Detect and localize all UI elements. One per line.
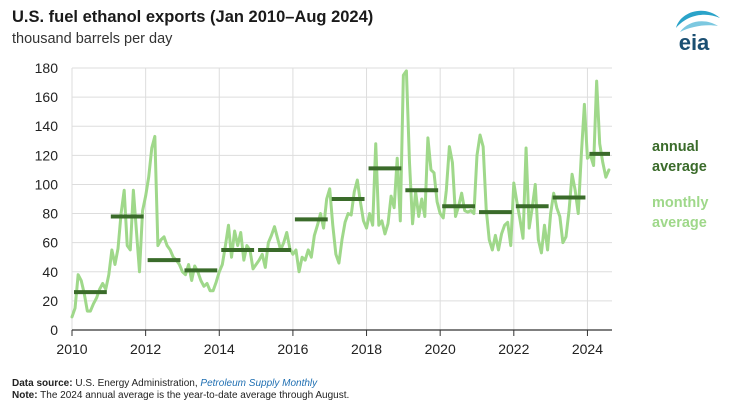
- y-tick-label: 140: [35, 118, 59, 134]
- x-tick-label: 2022: [498, 341, 529, 357]
- footer-source: Data source: U.S. Energy Administration,…: [12, 378, 349, 390]
- legend-monthly-line2: average: [652, 215, 707, 231]
- y-tick-label: 60: [42, 235, 58, 251]
- x-tick-label: 2012: [130, 341, 161, 357]
- eia-logo-text: eia: [679, 30, 710, 54]
- x-tick-label: 2020: [425, 341, 456, 357]
- y-axis: 0 20 40 60 80 100 120 140 160 180: [35, 60, 59, 338]
- x-tick-label: 2024: [572, 341, 603, 357]
- legend-annual: annual average: [652, 137, 732, 177]
- monthly-line: [70, 69, 611, 319]
- chart-subtitle: thousand barrels per day: [12, 31, 173, 47]
- y-tick-label: 120: [35, 147, 59, 163]
- y-tick-label: 160: [35, 89, 59, 105]
- footer-source-text: U.S. Energy Administration,: [75, 378, 198, 389]
- footer-source-link[interactable]: Petroleum Supply Monthly: [200, 378, 318, 389]
- x-axis: 2010 2012 2014 2016 2018 2020 2022 2024: [56, 329, 612, 357]
- x-tick-label: 2018: [351, 341, 382, 357]
- x-tick-label: 2016: [277, 341, 308, 357]
- legend-monthly-line1: monthly: [652, 195, 709, 211]
- x-tick-label: 2014: [204, 341, 235, 357]
- annual-series: [74, 151, 610, 295]
- eia-logo-icon: eia: [676, 10, 720, 54]
- legend-annual-line1: annual: [652, 139, 699, 155]
- legend-monthly: monthly average: [652, 193, 732, 233]
- y-tick-label: 0: [50, 322, 58, 338]
- footer-source-label: Data source:: [12, 378, 73, 389]
- monthly-series: [70, 69, 611, 319]
- footer-note-label: Note:: [12, 390, 38, 401]
- footer-note: Note: The 2024 annual average is the yea…: [12, 390, 349, 402]
- chart-title: U.S. fuel ethanol exports (Jan 2010–Aug …: [12, 8, 374, 26]
- y-tick-label: 20: [42, 293, 58, 309]
- y-tick-label: 100: [35, 176, 59, 192]
- x-tick-label: 2010: [56, 341, 87, 357]
- legend-annual-line2: average: [652, 159, 707, 175]
- footer-note-text: The 2024 annual average is the year-to-d…: [40, 390, 350, 401]
- y-tick-label: 40: [42, 264, 58, 280]
- footer: Data source: U.S. Energy Administration,…: [12, 378, 349, 402]
- y-tick-label: 180: [35, 60, 59, 76]
- y-tick-label: 80: [42, 206, 58, 222]
